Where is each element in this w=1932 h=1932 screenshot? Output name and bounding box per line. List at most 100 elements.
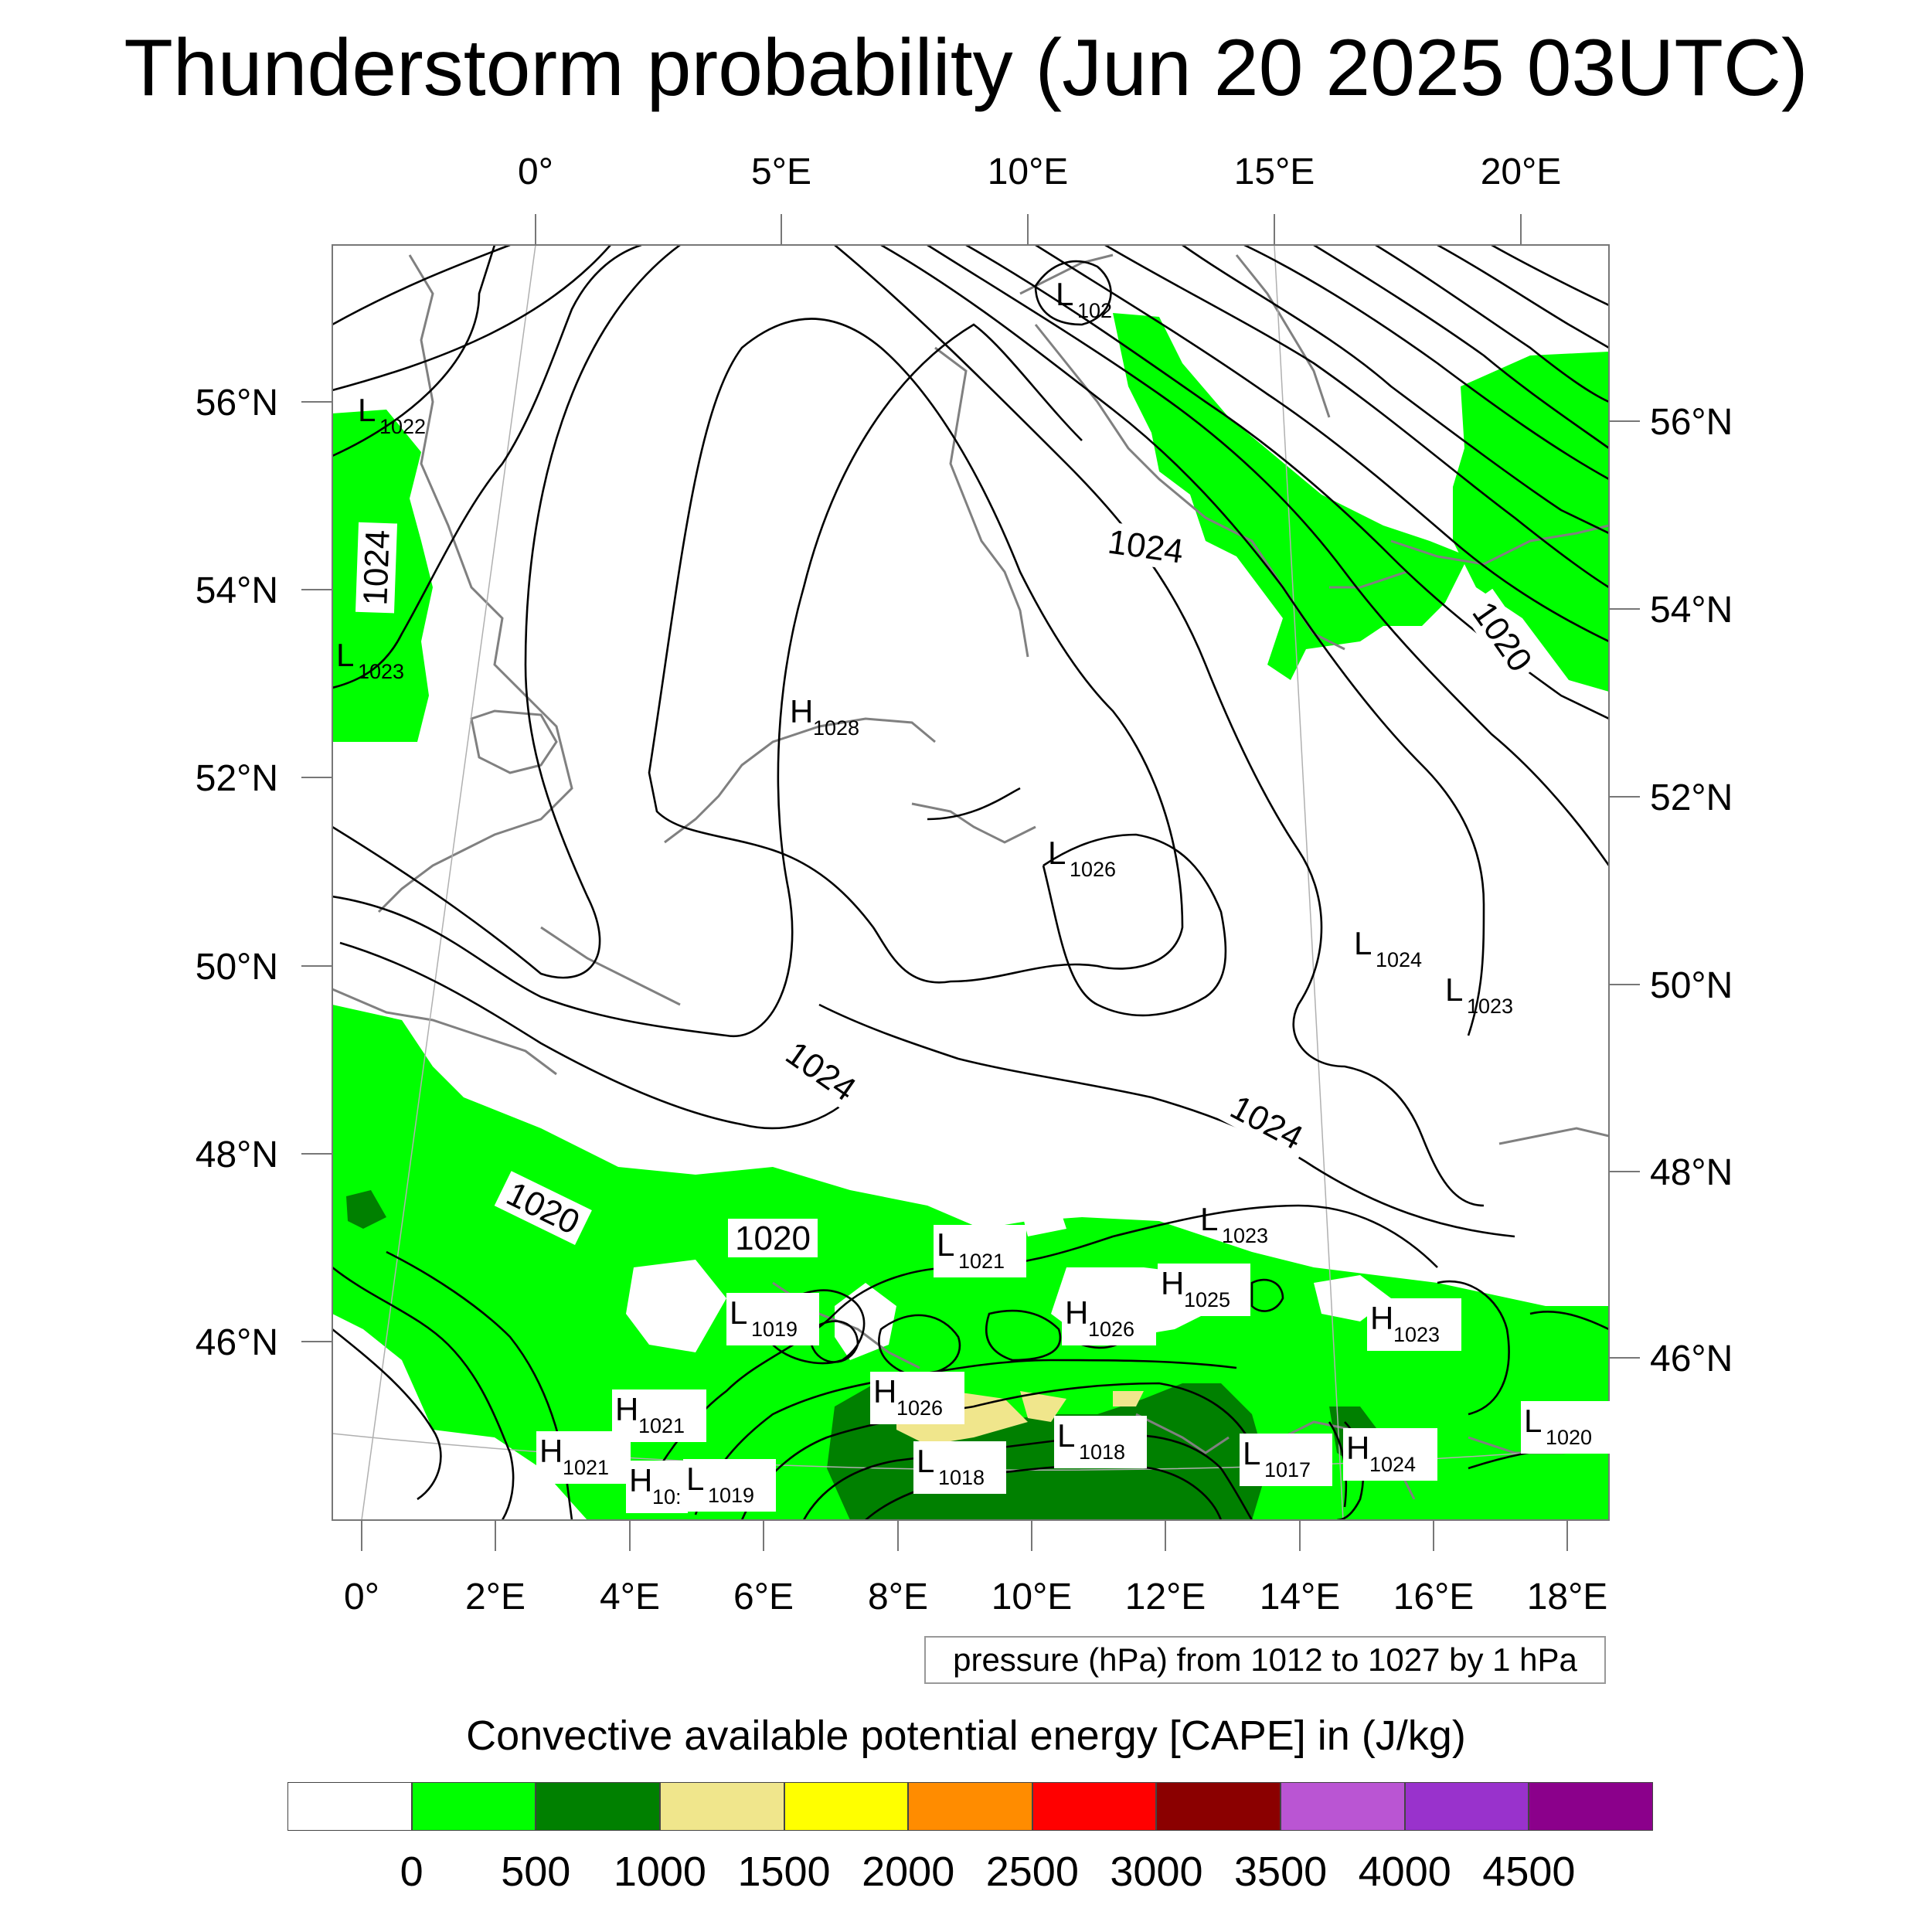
pressure-center-letter: H (1065, 1294, 1088, 1331)
bottom-lon-label: 10°E (992, 1577, 1073, 1617)
pressure-center-letter: H (873, 1373, 896, 1410)
pressure-center-value: 1025 (1184, 1288, 1230, 1311)
colorbar-swatch (1156, 1782, 1281, 1831)
left-lat-label: 48°N (196, 1134, 278, 1175)
colorbar-swatch (536, 1782, 660, 1831)
left-lat-label: 50°N (196, 947, 278, 988)
colorbar-swatch (1529, 1782, 1654, 1831)
left-lat-label: 56°N (196, 383, 278, 423)
pressure-center-value: 1018 (1079, 1440, 1125, 1464)
left-lat-label: 46°N (196, 1322, 278, 1363)
colorbar-tick-label: 2000 (862, 1849, 955, 1895)
pressure-center-value: 1022 (379, 415, 426, 438)
bottom-lon-label: 2°E (465, 1577, 526, 1617)
contour-label: 1020 (735, 1219, 811, 1257)
pressure-center-value: 1019 (751, 1318, 798, 1341)
pressure-center-letter: H (790, 693, 813, 730)
colorbar-swatch (287, 1782, 412, 1831)
pressure-center-value: 1017 (1264, 1458, 1311, 1481)
contour-label: 1024 (356, 529, 396, 607)
colorbar-tick-label: 4500 (1482, 1849, 1576, 1895)
pressure-center-letter: L (336, 637, 354, 673)
pressure-center-value: 1028 (813, 716, 859, 740)
pressure-center-value: 1021 (638, 1414, 685, 1437)
pressure-center-letter: L (1048, 835, 1066, 871)
colorbar-ticks: 0 500 1000 1500 2000 2500 3000 3500 4000… (287, 1847, 1653, 1901)
colorbar-tick-label: 3500 (1234, 1849, 1328, 1895)
pressure-center-value: 1023 (1222, 1224, 1268, 1247)
pressure-center-value: 1018 (938, 1466, 985, 1489)
pressure-center-letter: L (1354, 925, 1372, 961)
colorbar-swatch (659, 1782, 784, 1831)
left-lat-label: 54°N (196, 570, 278, 611)
colorbar-swatch (1032, 1782, 1157, 1831)
pressure-center-letter: H (539, 1433, 563, 1469)
pressure-center-value: 102 (1077, 299, 1112, 322)
colorbar-swatch (1404, 1782, 1529, 1831)
bottom-lon-label: 14°E (1260, 1577, 1341, 1617)
colorbar-tick-label: 2500 (985, 1849, 1079, 1895)
top-lon-label: 20°E (1481, 151, 1562, 192)
pressure-center-letter: L (730, 1294, 747, 1331)
pressure-center-value: 1024 (1376, 948, 1422, 971)
right-lat-label: 48°N (1650, 1152, 1733, 1193)
bottom-lon-label: 18°E (1527, 1577, 1608, 1617)
pressure-center-value: 1020 (1546, 1426, 1592, 1449)
colorbar-tick-label: 1000 (613, 1849, 706, 1895)
top-lon-label: 15°E (1234, 151, 1315, 192)
bottom-lon-label: 12°E (1125, 1577, 1206, 1617)
pressure-center-letter: H (629, 1462, 652, 1498)
pressure-center-value: 10: (652, 1485, 682, 1509)
pressure-center-letter: L (1524, 1403, 1542, 1439)
colorbar-tick-label: 3000 (1110, 1849, 1203, 1895)
pressure-center-value: 1024 (1369, 1453, 1416, 1476)
pressure-center-letter: H (1346, 1430, 1369, 1466)
bottom-lon-label: 6°E (733, 1577, 794, 1617)
pressure-center-letter: L (937, 1226, 954, 1263)
colorbar-tick-label: 0 (400, 1849, 423, 1895)
colorbar (287, 1782, 1654, 1831)
pressure-center-letter: L (686, 1461, 704, 1497)
left-lat-label: 52°N (196, 758, 278, 799)
colorbar-swatch (784, 1782, 909, 1831)
pressure-center-value: 1023 (1393, 1323, 1440, 1346)
right-lat-label: 52°N (1650, 777, 1733, 818)
pressure-center-letter: H (1161, 1265, 1184, 1301)
colorbar-swatch (1281, 1782, 1405, 1831)
pressure-center-letter: L (1243, 1435, 1260, 1471)
pressure-center-letter: L (1056, 276, 1073, 312)
map-title: Thunderstorm probability (Jun 20 2025 03… (124, 23, 1808, 113)
pressure-center-value: 1026 (1088, 1318, 1134, 1341)
pressure-center-value: 1021 (958, 1250, 1005, 1273)
pressure-note: pressure (hPa) from 1012 to 1027 by 1 hP… (924, 1636, 1606, 1684)
bottom-lon-label: 0° (344, 1577, 379, 1617)
top-lon-label: 10°E (988, 151, 1069, 192)
colorbar-swatch (411, 1782, 536, 1831)
right-lat-label: 46°N (1650, 1338, 1733, 1379)
colorbar-title: Convective available potential energy [C… (466, 1713, 1466, 1759)
pressure-center-value: 1026 (896, 1396, 943, 1420)
pressure-center-value: 1019 (708, 1484, 754, 1507)
top-lon-label: 5°E (751, 151, 811, 192)
pressure-center-value: 1026 (1070, 858, 1116, 881)
pressure-center-value: 1023 (358, 660, 404, 683)
pressure-center-letter: L (917, 1443, 934, 1479)
colorbar-tick-label: 1500 (737, 1849, 831, 1895)
pressure-center-letter: H (615, 1391, 638, 1427)
colorbar-tick-label: 500 (501, 1849, 571, 1895)
bottom-lon-label: 16°E (1393, 1577, 1475, 1617)
right-lat-label: 56°N (1650, 402, 1733, 443)
pressure-center-value: 1023 (1467, 995, 1513, 1018)
bottom-lon-label: 8°E (868, 1577, 928, 1617)
tick-marks (301, 214, 1640, 1551)
bottom-lon-label: 4°E (600, 1577, 660, 1617)
pressure-center-letter: L (1057, 1417, 1075, 1454)
plot-frame (332, 244, 1610, 1521)
pressure-center-letter: L (358, 392, 376, 428)
pressure-center-letter: L (1445, 971, 1463, 1008)
top-lon-label: 0° (518, 151, 553, 192)
colorbar-swatch (908, 1782, 1032, 1831)
right-lat-label: 50°N (1650, 965, 1733, 1006)
colorbar-tick-label: 4000 (1358, 1849, 1451, 1895)
